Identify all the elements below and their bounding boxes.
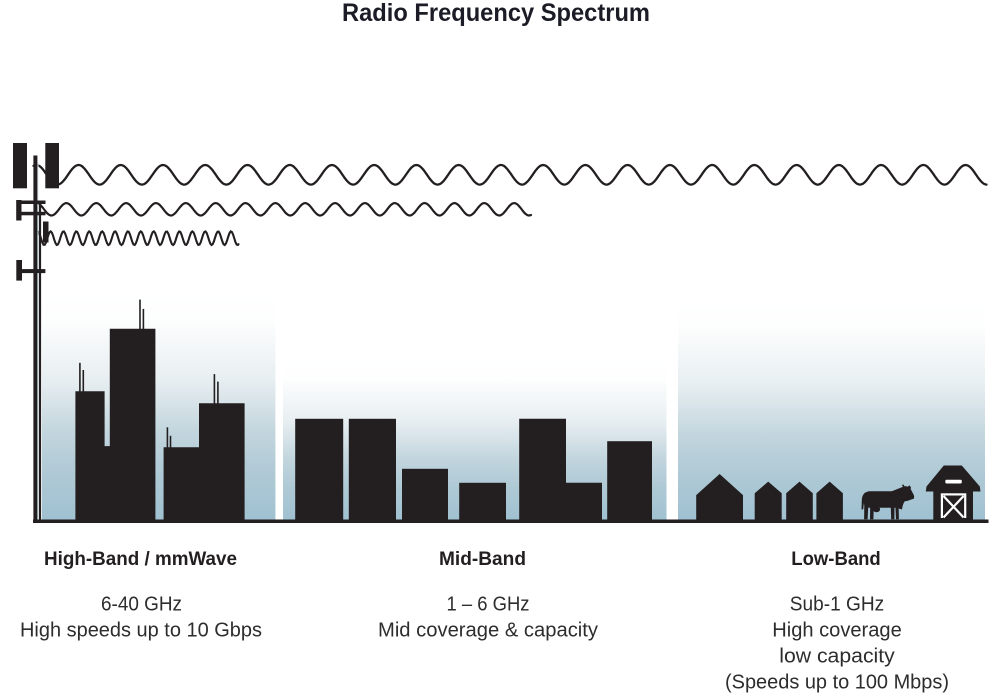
svg-text:High coverage: High coverage — [772, 620, 902, 642]
svg-text:High-Band / mmWave: High-Band / mmWave — [44, 548, 237, 570]
svg-text:Sub-1 GHz: Sub-1 GHz — [790, 594, 885, 616]
svg-text:6-40 GHz: 6-40 GHz — [101, 594, 182, 616]
svg-text:low capacity: low capacity — [779, 646, 895, 668]
svg-text:Low-Band: Low-Band — [791, 548, 881, 570]
svg-text:Radio Frequency Spectrum: Radio Frequency Spectrum — [342, 0, 650, 27]
svg-text:Mid coverage & capacity: Mid coverage & capacity — [378, 620, 598, 642]
svg-text:Mid-Band: Mid-Band — [439, 548, 526, 570]
svg-text:High speeds up to 10 Gbps: High speeds up to 10 Gbps — [20, 620, 262, 642]
svg-text:1 – 6 GHz: 1 – 6 GHz — [447, 594, 530, 616]
svg-text:(Speeds up to 100 Mbps): (Speeds up to 100 Mbps) — [725, 672, 949, 694]
